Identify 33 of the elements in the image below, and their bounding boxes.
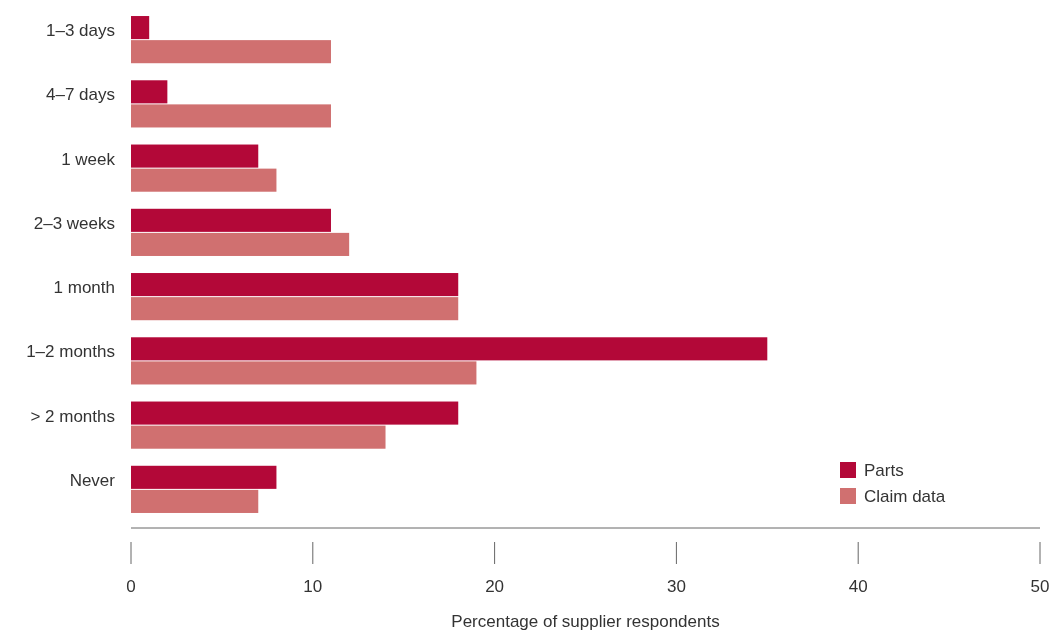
bar [131, 144, 259, 168]
y-tick-label: > 2 months [30, 406, 115, 426]
y-tick-label: 1 week [61, 149, 116, 169]
bar [131, 337, 768, 361]
y-tick-label: 1–3 days [46, 21, 115, 41]
legend-label: Claim data [864, 487, 946, 506]
bar [131, 297, 459, 321]
bar [131, 361, 477, 385]
x-tick-label: 10 [303, 577, 323, 596]
bar [131, 104, 331, 128]
bar [131, 401, 459, 425]
y-tick-label: 1–2 months [26, 342, 115, 362]
bar [131, 16, 150, 40]
bar [131, 465, 277, 489]
x-tick-label: 50 [1030, 577, 1050, 596]
bar [131, 425, 386, 449]
legend-label: Parts [864, 461, 904, 480]
x-tick-label: 0 [126, 577, 136, 596]
x-tick-label: 40 [848, 577, 868, 596]
y-tick-label: 1 month [53, 278, 115, 298]
bar [131, 489, 259, 513]
y-tick-label: 2–3 weeks [33, 213, 115, 233]
bar [131, 208, 331, 232]
x-tick-label: 30 [666, 577, 686, 596]
x-tick-label: 20 [485, 577, 505, 596]
bar [131, 232, 350, 256]
x-axis-title: Percentage of supplier respondents [451, 612, 720, 631]
bar [131, 80, 168, 104]
bar [131, 168, 277, 192]
y-tick-label: Never [69, 470, 116, 490]
y-tick-label: 4–7 days [46, 85, 115, 105]
bar [131, 40, 331, 64]
bar [131, 273, 459, 297]
